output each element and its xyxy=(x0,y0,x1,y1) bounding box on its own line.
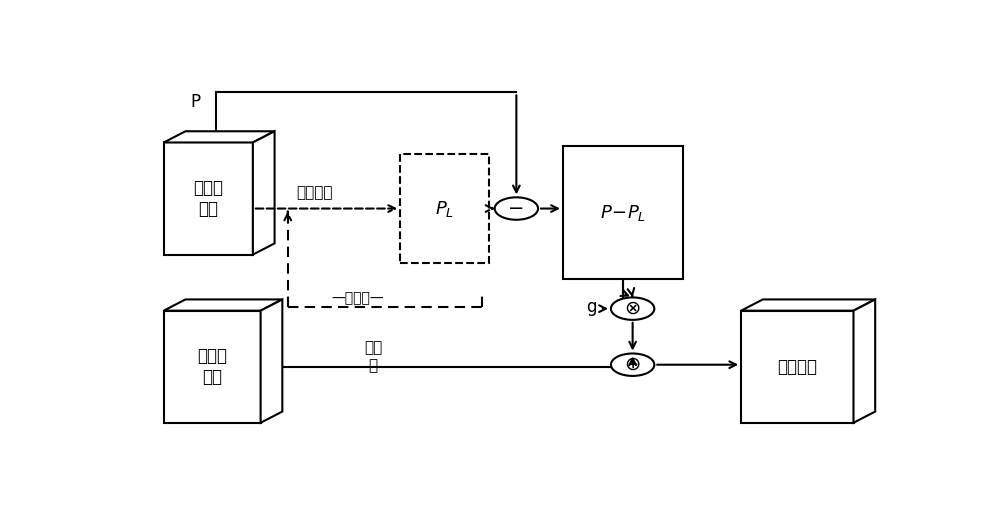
Bar xyxy=(400,154,489,263)
Text: 重采
样: 重采 样 xyxy=(364,341,382,373)
Text: 低通滤波: 低通滤波 xyxy=(297,185,333,200)
Text: 单波段
影像: 单波段 影像 xyxy=(193,179,223,218)
Text: P: P xyxy=(191,94,201,111)
Polygon shape xyxy=(164,300,282,310)
Circle shape xyxy=(611,354,654,376)
Text: −: − xyxy=(508,199,525,218)
Text: $P\!-\!P_L$: $P\!-\!P_L$ xyxy=(600,203,646,223)
Polygon shape xyxy=(164,310,261,423)
Text: ⊗: ⊗ xyxy=(624,299,641,318)
Polygon shape xyxy=(741,310,854,423)
Text: ⊕: ⊕ xyxy=(624,355,641,374)
Text: $P_L$: $P_L$ xyxy=(435,199,454,218)
Polygon shape xyxy=(854,300,875,423)
Bar xyxy=(563,147,683,279)
Polygon shape xyxy=(261,300,282,423)
Text: 多光谱
影像: 多光谱 影像 xyxy=(197,347,227,386)
Circle shape xyxy=(495,197,538,220)
Text: 融合结果: 融合结果 xyxy=(777,358,817,376)
Polygon shape xyxy=(164,142,253,255)
Polygon shape xyxy=(741,300,875,310)
Polygon shape xyxy=(164,131,275,142)
Polygon shape xyxy=(253,131,275,255)
Text: —归一化—: —归一化— xyxy=(331,292,384,306)
Circle shape xyxy=(611,297,654,320)
Text: g: g xyxy=(586,297,596,316)
